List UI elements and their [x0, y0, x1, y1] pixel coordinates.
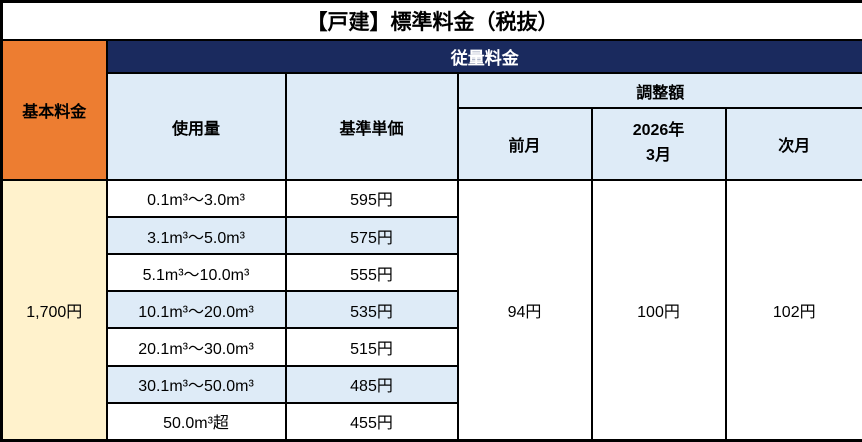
prev-month-header: 前月 — [456, 107, 593, 181]
tier-usage: 50.0m³超 — [105, 401, 287, 442]
tier-price: 455円 — [284, 401, 459, 442]
table-row: 3.1m³～5.0m³ 575円 — [2, 215, 862, 256]
tier-usage: 5.1m³～10.0m³ — [105, 253, 287, 293]
unit-price-column-header: 基準単価 — [284, 72, 459, 181]
tier-price: 595円 — [284, 178, 459, 218]
adjustment-header: 調整額 — [456, 72, 862, 110]
current-month-header: 2026年 3月 — [590, 107, 727, 181]
tier-usage: 3.1m³～5.0m³ — [105, 215, 287, 256]
current-month-value: 100円 — [590, 178, 727, 442]
current-month-month: 3月 — [646, 147, 671, 165]
next-month-value: 102円 — [724, 178, 862, 442]
table-row: 5.1m³～10.0m³ 555円 — [2, 253, 862, 293]
tier-usage: 20.1m³～30.0m³ — [105, 327, 287, 367]
table-row: 20.1m³～30.0m³ 515円 — [2, 327, 862, 367]
table-row: 50.0m³超 455円 — [2, 401, 862, 442]
tier-price: 555円 — [284, 253, 459, 293]
basic-fee-header: 基本料金 — [0, 39, 108, 181]
usage-column-header: 使用量 — [105, 72, 287, 181]
tier-price: 535円 — [284, 290, 459, 330]
tier-price: 515円 — [284, 327, 459, 367]
table-row: 30.1m³～50.0m³ 485円 — [2, 364, 862, 404]
tier-usage: 30.1m³～50.0m³ — [105, 364, 287, 404]
tier-price: 575円 — [284, 215, 459, 256]
table-row: 1,700円 0.1m³～3.0m³ 595円 94円 100円 102円 — [0, 178, 862, 442]
volume-fee-header: 従量料金 — [105, 39, 862, 75]
table-row: 10.1m³～20.0m³ 535円 — [2, 290, 862, 330]
page-title: 【戸建】標準料金（税抜） — [0, 0, 862, 42]
next-month-header: 次月 — [724, 107, 862, 181]
tier-usage: 0.1m³～3.0m³ — [105, 178, 287, 218]
tier-usage: 10.1m³～20.0m³ — [105, 290, 287, 330]
basic-fee-value: 1,700円 — [0, 178, 108, 442]
tier-price: 485円 — [284, 364, 459, 404]
prev-month-value: 94円 — [456, 178, 593, 442]
current-month-year: 2026年 — [632, 122, 685, 140]
